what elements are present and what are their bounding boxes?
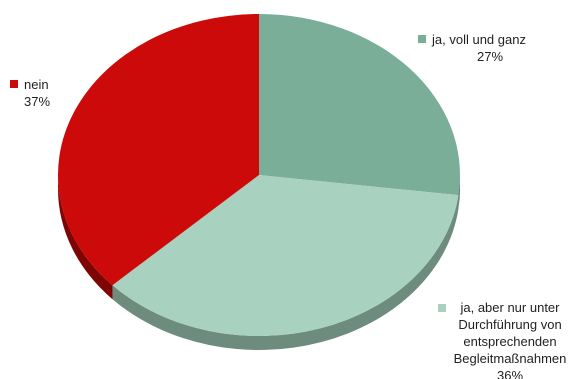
legend-swatch-nein	[10, 80, 18, 88]
label-line: entsprechenden	[463, 334, 556, 349]
slice-label-ja-aber-nur-unter: ja, aber nur unter Durchführung von ents…	[438, 300, 566, 379]
legend-swatch-ja-aber-nur-unter	[438, 304, 446, 312]
label-value: 27%	[477, 49, 503, 64]
slice-label-ja-voll-und-ganz: ja, voll und ganz 27%	[418, 32, 526, 64]
slice-label-nein: nein 37%	[10, 77, 50, 109]
label-line: ja, aber nur unter	[459, 300, 560, 315]
pie-slice-ja-voll-und-ganz	[259, 14, 461, 196]
pie-side-ja-aber-nur-unter	[112, 195, 459, 351]
pie-depth	[58, 175, 460, 351]
label-value: 37%	[24, 94, 50, 109]
pie-side-nein	[58, 175, 113, 300]
label-line: nein	[24, 77, 49, 92]
pie-slices	[57, 14, 461, 336]
legend-swatch-ja-voll-und-ganz	[418, 35, 426, 43]
label-value: 36%	[497, 368, 523, 379]
label-line: ja, voll und ganz	[431, 32, 526, 47]
pie-slice-ja-aber-nur-unter	[112, 175, 459, 336]
label-line: Durchführung von	[458, 317, 561, 332]
pie-slice-nein	[57, 14, 259, 286]
label-line: Begleitmaßnahmen	[454, 351, 567, 366]
pie-side-ja-voll-und-ganz	[458, 175, 460, 210]
